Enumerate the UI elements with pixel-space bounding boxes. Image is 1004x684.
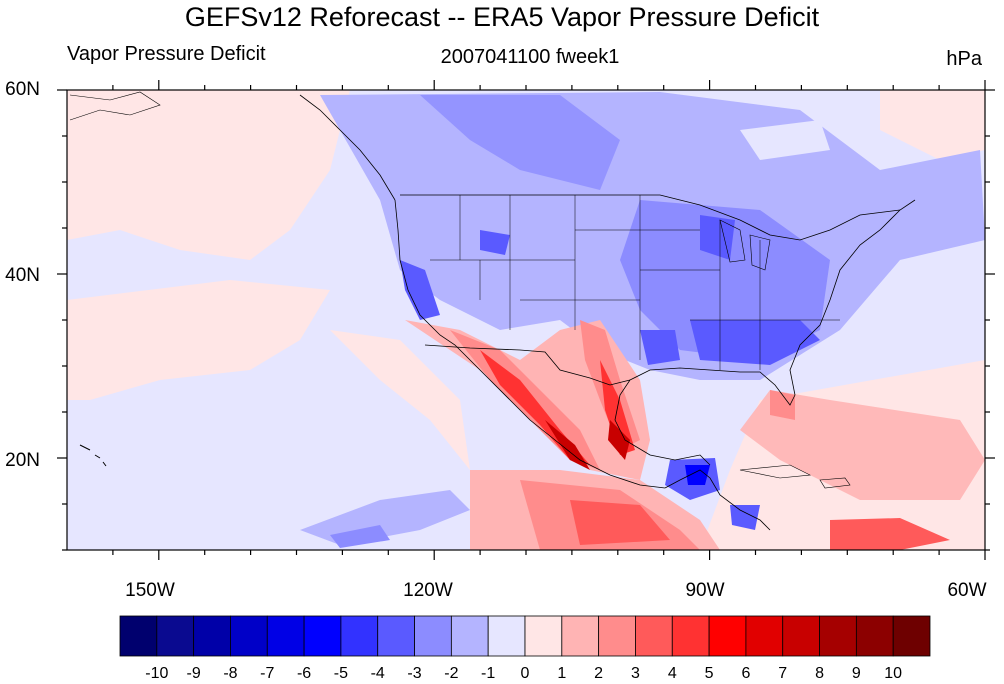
colorbar-box	[230, 615, 268, 657]
field-caribbean-pink	[740, 390, 985, 500]
colorbar	[119, 615, 931, 657]
field-eastpac-red	[570, 500, 670, 545]
field-labrador-pink	[880, 90, 985, 160]
variable-label: Vapor Pressure Deficit	[67, 43, 266, 65]
units-label: hPa	[946, 48, 982, 70]
colorbar-box	[819, 615, 857, 657]
field-central-mexico-dark	[545, 420, 590, 470]
field-california-blue	[400, 260, 440, 320]
alaska-coast	[69, 91, 161, 121]
colorbar-label: 10	[884, 665, 903, 682]
us-mexico-border	[424, 344, 631, 386]
caribbean-islands	[739, 464, 851, 489]
colorbar-label: -3	[407, 665, 422, 682]
hawaii-islands	[79, 444, 107, 467]
field-baja-offshore-pink	[330, 330, 470, 470]
colorbar-box	[524, 615, 563, 657]
colorbar-label: 8	[815, 665, 824, 682]
lat-label-20n: 20N	[5, 450, 40, 471]
colorbar-label: 4	[667, 665, 677, 682]
colorbar-label: -4	[370, 665, 385, 682]
colorbar-box	[745, 615, 784, 657]
colorbar-label: 1	[557, 665, 567, 682]
colorbar-box	[193, 615, 231, 657]
field-hudson-light	[740, 120, 830, 160]
field-idaho-blue	[480, 230, 510, 255]
boundaries	[69, 91, 916, 531]
colorbar-label: 6	[741, 665, 751, 682]
colorbar-label: 9	[851, 665, 861, 682]
state-lines	[430, 195, 840, 370]
lon-label-90w: 90W	[685, 580, 725, 601]
field-southeast-blue	[690, 320, 820, 365]
colorbar-box	[377, 615, 415, 657]
field-yucatan-deep-blue	[685, 465, 710, 485]
colorbar-box	[855, 615, 894, 657]
colorbar-label: -6	[296, 665, 312, 682]
colorbar-label: -8	[223, 665, 238, 682]
central-america-coast	[664, 469, 771, 531]
lat-label-40n: 40N	[5, 265, 40, 286]
colorbar-box	[119, 615, 158, 657]
lon-label-120w: 120W	[403, 580, 453, 601]
gulf-atlantic-coast	[629, 199, 916, 406]
colorbar-box	[414, 615, 452, 657]
colorbar-box	[708, 615, 747, 657]
colorbar-label: -2	[444, 665, 459, 682]
field-southamerica-red	[830, 518, 950, 550]
colorbar-box	[561, 615, 600, 657]
map-title: GEFSv12 Reforecast -- ERA5 Vapor Pressur…	[184, 2, 820, 32]
colorbar-box	[598, 615, 636, 657]
bc-coast	[299, 94, 396, 201]
colorbar-box	[340, 615, 379, 657]
colorbar-box	[671, 615, 710, 657]
colorbar-box	[782, 615, 820, 657]
us-canada-border-east	[659, 194, 901, 241]
field-louisiana-blue	[640, 330, 680, 365]
colorbar-box	[487, 615, 526, 657]
colorbar-label: 2	[594, 665, 604, 682]
west-coast-line	[394, 199, 666, 489]
colorbar-label: 7	[778, 665, 788, 682]
lon-label-60w: 60W	[947, 580, 987, 601]
field-pacific-south-blue	[300, 490, 470, 545]
field-wisconsin-blue	[700, 215, 735, 260]
axis-ticks	[57, 80, 995, 560]
colorbar-label: -7	[260, 665, 275, 682]
colorbar-label: 0	[520, 665, 530, 682]
colorbar-box	[266, 615, 305, 657]
field-pacific-north-pink	[67, 90, 350, 260]
colorbar-box	[892, 615, 931, 657]
colorbar-label: 3	[631, 665, 640, 682]
colorbar-label: -1	[481, 665, 496, 682]
lon-label-150w: 150W	[125, 580, 175, 601]
vpd-field	[67, 90, 985, 550]
field-pacific-central-pink	[67, 280, 330, 400]
field-florida-red	[770, 390, 795, 420]
field-pacific-south-mid-blue	[330, 525, 390, 548]
colorbar-box	[450, 615, 489, 657]
colorbar-box	[635, 615, 673, 657]
field-oaxaca-dark	[608, 420, 630, 460]
gulf-mexico-west-coast	[614, 379, 711, 466]
colorbar-label: 5	[704, 665, 714, 682]
colorbar-label: -9	[186, 665, 201, 682]
colorbar-box	[156, 615, 195, 657]
date-label: 2007041100 fweek1	[440, 46, 620, 68]
field-canada-mid-blue	[420, 95, 620, 190]
colorbar-box	[303, 615, 342, 657]
great-lakes	[719, 219, 771, 271]
colorbar-label: -10	[145, 665, 169, 682]
field-honduras-blue	[730, 505, 760, 530]
colorbar-label: -5	[333, 665, 349, 682]
lat-label-60n: 60N	[5, 79, 40, 100]
